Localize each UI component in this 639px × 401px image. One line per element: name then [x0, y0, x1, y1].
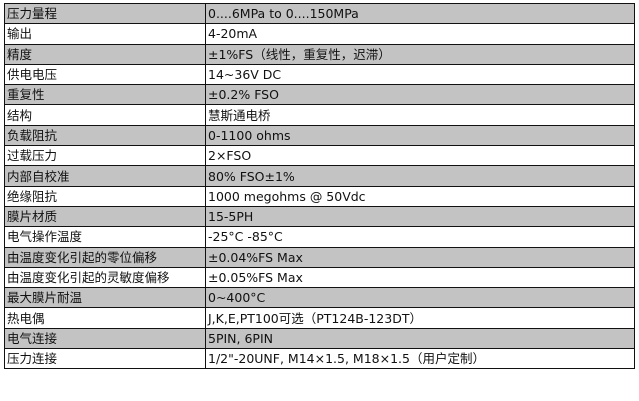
spec-value: ±0.2% FSO	[205, 84, 635, 106]
spec-value: ±0.05%FS Max	[205, 266, 635, 289]
table-row: 精度 ±1%FS（线性，重复性，迟滞）	[4, 43, 635, 65]
spec-value: 80% FSO±1%	[205, 165, 635, 187]
spec-label: 由温度变化引起的零位偏移	[4, 246, 206, 268]
spec-label: 结构	[4, 104, 206, 126]
spec-label: 供电电压	[4, 63, 206, 86]
table-row: 过载压力 2×FSO	[4, 145, 635, 167]
table-row: 压力连接 1/2"-20UNF, M14×1.5, M18×1.5（用户定制）	[4, 348, 635, 370]
table-row: 重复性 ±0.2% FSO	[4, 84, 635, 106]
spec-label: 绝缘阻抗	[4, 185, 206, 207]
spec-value: -25°C -85°C	[205, 226, 635, 248]
spec-value: 1/2"-20UNF, M14×1.5, M18×1.5（用户定制）	[205, 348, 635, 370]
spec-value: 15-5PH	[205, 205, 635, 228]
spec-table-body: 压力量程 0....6MPa to 0....150MPa 输出 4-20mA 精度 ±1…	[4, 2, 635, 370]
spec-value: 慧斯通电桥	[205, 104, 635, 126]
spec-value: 14~36V DC	[205, 63, 635, 86]
table-row: 膜片材质 15-5PH	[4, 205, 635, 228]
table-row: 热电偶 J,K,E,PT100可选（PT124B-123DT）	[4, 307, 635, 329]
table-row: 由温度变化引起的零位偏移 ±0.04%FS Max	[4, 246, 635, 268]
spec-value: 5PIN, 6PIN	[205, 327, 635, 350]
spec-value: 4-20mA	[205, 23, 635, 45]
table-row: 最大膜片耐温 0~400°C	[4, 287, 635, 309]
table-row: 供电电压 14~36V DC	[4, 63, 635, 86]
spec-label: 输出	[4, 23, 206, 45]
table-row: 由温度变化引起的灵敏度偏移 ±0.05%FS Max	[4, 266, 635, 289]
table-row: 负载阻抗 0-1100 ohms	[4, 124, 635, 147]
spec-label: 压力量程	[4, 2, 206, 25]
spec-value: 0~400°C	[205, 287, 635, 309]
spec-label: 内部自校准	[4, 165, 206, 187]
spec-value: J,K,E,PT100可选（PT124B-123DT）	[205, 307, 635, 329]
spec-value: 0....6MPa to 0....150MPa	[205, 2, 635, 25]
spec-label: 膜片材质	[4, 205, 206, 228]
spec-label: 热电偶	[4, 307, 206, 329]
spec-value: 2×FSO	[205, 145, 635, 167]
table-row: 电气连接 5PIN, 6PIN	[4, 327, 635, 350]
spec-value: 1000 megohms @ 50Vdc	[205, 185, 635, 207]
table-row: 输出 4-20mA	[4, 23, 635, 45]
table-row: 压力量程 0....6MPa to 0....150MPa	[4, 2, 635, 25]
table-row: 内部自校准 80% FSO±1%	[4, 165, 635, 187]
table-row: 绝缘阻抗 1000 megohms @ 50Vdc	[4, 185, 635, 207]
table-row: 结构 慧斯通电桥	[4, 104, 635, 126]
table-row: 电气操作温度 -25°C -85°C	[4, 226, 635, 248]
spec-table: 压力量程 0....6MPa to 0....150MPa 输出 4-20mA 精度 ±1…	[4, 2, 635, 370]
spec-label: 电气连接	[4, 327, 206, 350]
spec-value: ±0.04%FS Max	[205, 246, 635, 268]
spec-label: 负载阻抗	[4, 124, 206, 147]
spec-label: 过载压力	[4, 145, 206, 167]
spec-label: 精度	[4, 43, 206, 65]
spec-label: 重复性	[4, 84, 206, 106]
spec-label: 压力连接	[4, 348, 206, 370]
spec-label: 电气操作温度	[4, 226, 206, 248]
spec-label: 由温度变化引起的灵敏度偏移	[4, 266, 206, 289]
spec-value: 0-1100 ohms	[205, 124, 635, 147]
spec-label: 最大膜片耐温	[4, 287, 206, 309]
spec-value: ±1%FS（线性，重复性，迟滞）	[205, 43, 635, 65]
